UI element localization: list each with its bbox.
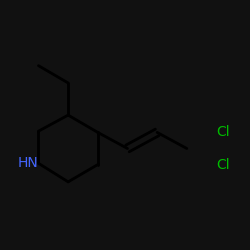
Text: Cl: Cl [216,158,230,172]
Text: Cl: Cl [216,126,230,140]
Text: HN: HN [18,156,38,170]
